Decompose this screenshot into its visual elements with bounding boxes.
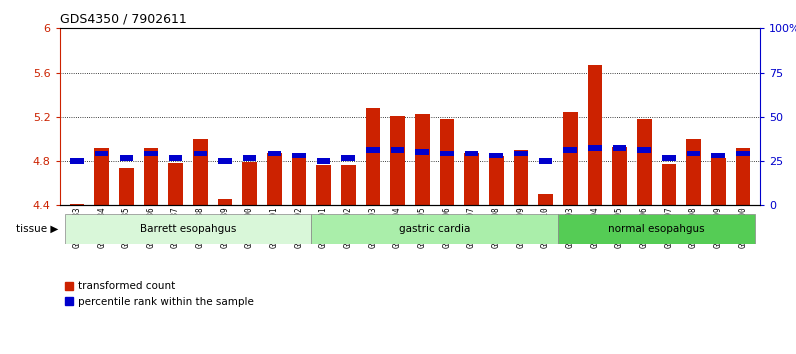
Bar <box>712 153 725 158</box>
Bar <box>564 147 577 153</box>
Bar <box>711 158 726 205</box>
Text: tissue ▶: tissue ▶ <box>16 224 59 234</box>
Bar <box>439 119 455 205</box>
Bar <box>341 166 356 205</box>
Bar <box>69 204 84 205</box>
Bar <box>366 147 380 153</box>
Bar <box>391 147 404 153</box>
Bar <box>168 163 183 205</box>
Bar <box>143 148 158 205</box>
Bar <box>687 150 700 156</box>
Bar <box>637 119 652 205</box>
Bar <box>465 150 478 156</box>
Bar <box>558 214 755 244</box>
Bar <box>390 116 405 205</box>
Bar <box>588 145 602 150</box>
Bar <box>291 153 306 205</box>
Bar <box>94 148 109 205</box>
Legend: transformed count, percentile rank within the sample: transformed count, percentile rank withi… <box>65 281 255 307</box>
Bar <box>95 150 108 156</box>
Bar <box>243 155 256 160</box>
Bar <box>612 147 627 205</box>
Bar <box>490 153 503 158</box>
Bar <box>217 199 232 205</box>
Bar <box>514 150 528 156</box>
Text: normal esopahgus: normal esopahgus <box>608 224 705 234</box>
Bar <box>64 214 311 244</box>
Bar <box>316 166 331 205</box>
Bar <box>662 155 676 160</box>
Bar <box>489 155 504 205</box>
Bar <box>613 145 626 150</box>
Text: gastric cardia: gastric cardia <box>399 224 470 234</box>
Bar <box>218 158 232 164</box>
Bar <box>193 139 208 205</box>
Bar <box>638 147 651 153</box>
Bar <box>317 158 330 164</box>
Bar <box>587 65 603 205</box>
Bar <box>267 150 281 156</box>
Bar <box>563 113 578 205</box>
Text: Barrett esopahgus: Barrett esopahgus <box>140 224 236 234</box>
Bar <box>365 108 380 205</box>
Bar <box>464 153 479 205</box>
Bar <box>242 162 257 205</box>
Bar <box>538 194 553 205</box>
Bar <box>539 158 552 164</box>
Bar <box>415 114 430 205</box>
Bar <box>440 150 454 156</box>
Bar <box>513 150 529 205</box>
Bar <box>119 155 133 160</box>
Bar <box>193 150 207 156</box>
Bar <box>311 214 558 244</box>
Bar <box>70 158 84 164</box>
Bar <box>169 155 182 160</box>
Bar <box>144 150 158 156</box>
Bar <box>267 153 282 205</box>
Bar <box>292 153 306 158</box>
Bar <box>736 148 751 205</box>
Bar <box>119 168 134 205</box>
Text: GDS4350 / 7902611: GDS4350 / 7902611 <box>60 13 186 26</box>
Bar <box>736 150 750 156</box>
Bar <box>661 164 677 205</box>
Bar <box>341 155 355 160</box>
Bar <box>686 139 701 205</box>
Bar <box>416 149 429 155</box>
